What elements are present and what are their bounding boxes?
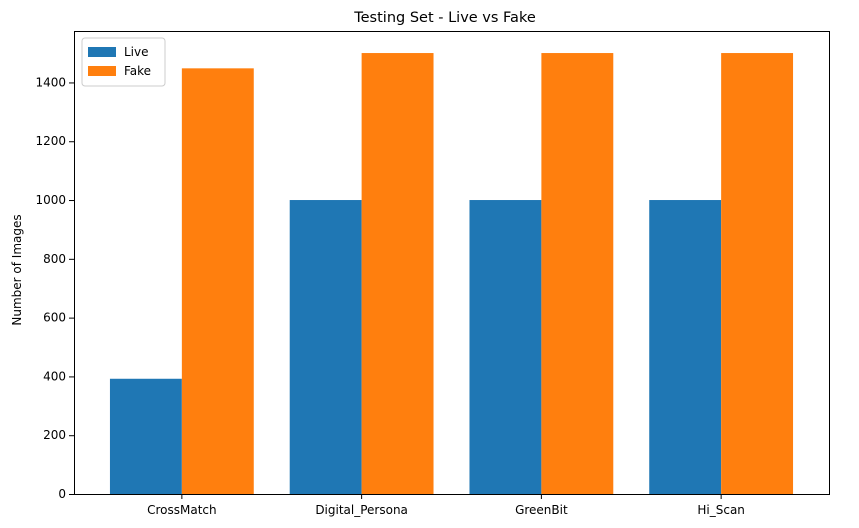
plot-frame xyxy=(74,31,830,495)
bar-live-crossmatch xyxy=(109,378,182,494)
y-tick-label: 400 xyxy=(43,369,66,383)
bar-fake-crossmatch xyxy=(181,68,254,494)
x-tick-label: CrossMatch xyxy=(147,503,217,517)
x-axis-ticks: CrossMatch Digital_Persona GreenBit Hi_Scan xyxy=(147,494,745,517)
y-tick-label: 1200 xyxy=(35,134,66,148)
y-tick-label: 600 xyxy=(43,311,66,325)
x-tick-label: GreenBit xyxy=(515,503,568,517)
legend-swatch-live xyxy=(88,47,116,57)
legend: Live Fake xyxy=(81,37,166,87)
bars-group xyxy=(109,53,794,495)
legend-swatch-fake xyxy=(88,66,116,76)
legend-label-fake: Fake xyxy=(124,64,151,78)
y-tick-label: 1400 xyxy=(35,75,66,89)
bar-live-digital-persona xyxy=(289,200,362,495)
bar-live-greenbit xyxy=(469,200,542,495)
bar-fake-hi-scan xyxy=(721,53,794,495)
y-tick-label: 200 xyxy=(43,428,66,442)
bar-fake-greenbit xyxy=(541,53,614,495)
x-tick-label: Hi_Scan xyxy=(697,503,745,517)
y-tick-label: 800 xyxy=(43,252,66,266)
bar-live-hi-scan xyxy=(649,200,722,495)
y-axis-label: Number of Images xyxy=(10,214,24,325)
chart-title: Testing Set - Live vs Fake xyxy=(353,10,536,26)
y-axis-ticks: 0 200 400 600 800 1000 1200 1400 xyxy=(35,75,74,501)
y-tick-label: 1000 xyxy=(35,193,66,207)
x-tick-label: Digital_Persona xyxy=(315,503,408,517)
bar-fake-digital-persona xyxy=(361,53,434,495)
y-tick-label: 0 xyxy=(58,487,66,501)
legend-label-live: Live xyxy=(124,45,149,59)
